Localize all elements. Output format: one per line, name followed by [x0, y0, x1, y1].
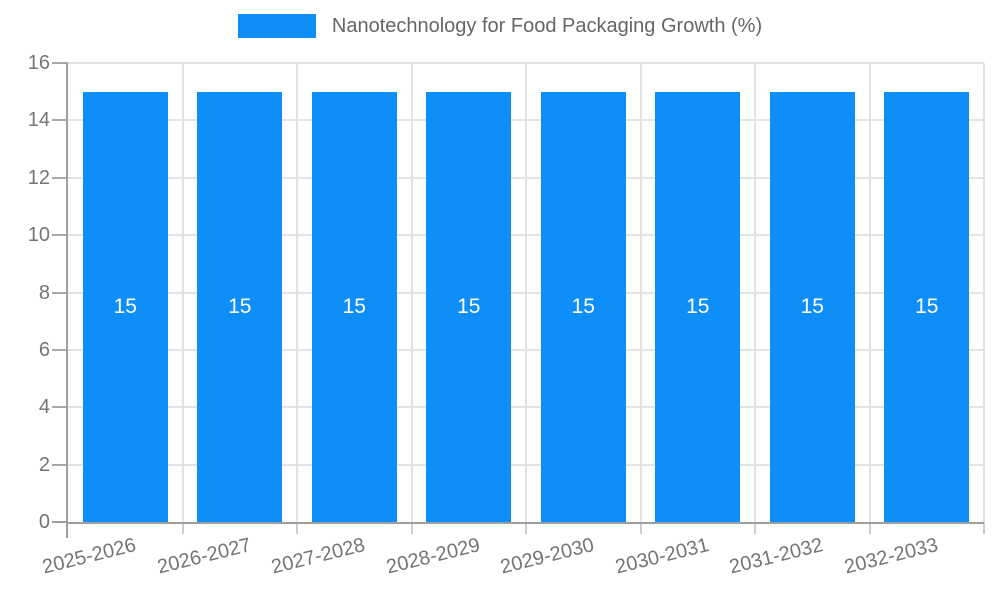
bar-value-label: 15 [228, 294, 252, 318]
y-tick [52, 234, 68, 237]
x-gridline [296, 63, 298, 522]
bar-value-label: 15 [457, 294, 481, 318]
x-origin-tick [66, 522, 68, 538]
y-axis-label: 6 [38, 338, 50, 361]
bar: 15 [82, 91, 168, 522]
bar-value-label: 15 [113, 294, 137, 318]
y-axis-label: 16 [27, 52, 50, 74]
bar: 15 [884, 91, 970, 522]
y-tick [52, 176, 68, 179]
x-tick [754, 522, 756, 534]
y-axis-label: 12 [27, 166, 50, 189]
x-tick [525, 522, 527, 534]
x-gridline [639, 63, 642, 522]
y-axis-line [66, 63, 68, 522]
y-tick [52, 463, 68, 466]
x-tick [296, 522, 298, 534]
x-gridline [754, 63, 756, 522]
bar: 15 [655, 91, 741, 522]
legend-label: Nanotechnology for Food Packaging Growth… [331, 14, 763, 37]
bar-value-label: 15 [686, 294, 710, 318]
y-tick [52, 521, 68, 523]
x-tick [410, 522, 413, 534]
legend-swatch-icon [237, 14, 316, 38]
x-tick [983, 522, 985, 534]
x-axis-label-text: 2025-2026 [40, 534, 139, 579]
x-gridline [525, 63, 527, 522]
x-tick [181, 522, 184, 534]
y-tick [52, 291, 68, 294]
chart-legend[interactable]: Nanotechnology for Food Packaging Growth… [0, 14, 1000, 38]
y-axis-label: 14 [27, 109, 50, 132]
y-tick [52, 119, 68, 122]
y-axis-label: 10 [27, 224, 50, 247]
x-axis-label: 2032-2033 [842, 534, 1000, 578]
x-axis-line [66, 522, 984, 524]
bar: 15 [197, 91, 283, 522]
x-gridline [410, 63, 413, 522]
y-tick [52, 406, 68, 409]
bar-value-label: 15 [800, 294, 824, 318]
y-tick [52, 348, 68, 351]
y-axis-label: 4 [38, 396, 50, 419]
x-tick [868, 522, 871, 534]
y-axis-label: 8 [38, 281, 50, 304]
x-tick [639, 522, 642, 534]
x-gridline [868, 63, 871, 522]
bar: 15 [311, 91, 397, 522]
bar-value-label: 15 [571, 294, 595, 318]
bar-value-label: 15 [342, 294, 366, 318]
bar: 15 [426, 91, 512, 522]
x-gridline [181, 63, 184, 522]
y-axis-label: 2 [38, 453, 50, 476]
bar-value-label: 15 [915, 294, 939, 318]
y-tick [52, 62, 68, 64]
bar: 15 [540, 91, 626, 522]
x-gridline [983, 63, 985, 522]
y-axis-label: 0 [38, 511, 50, 533]
bar: 15 [769, 91, 855, 522]
